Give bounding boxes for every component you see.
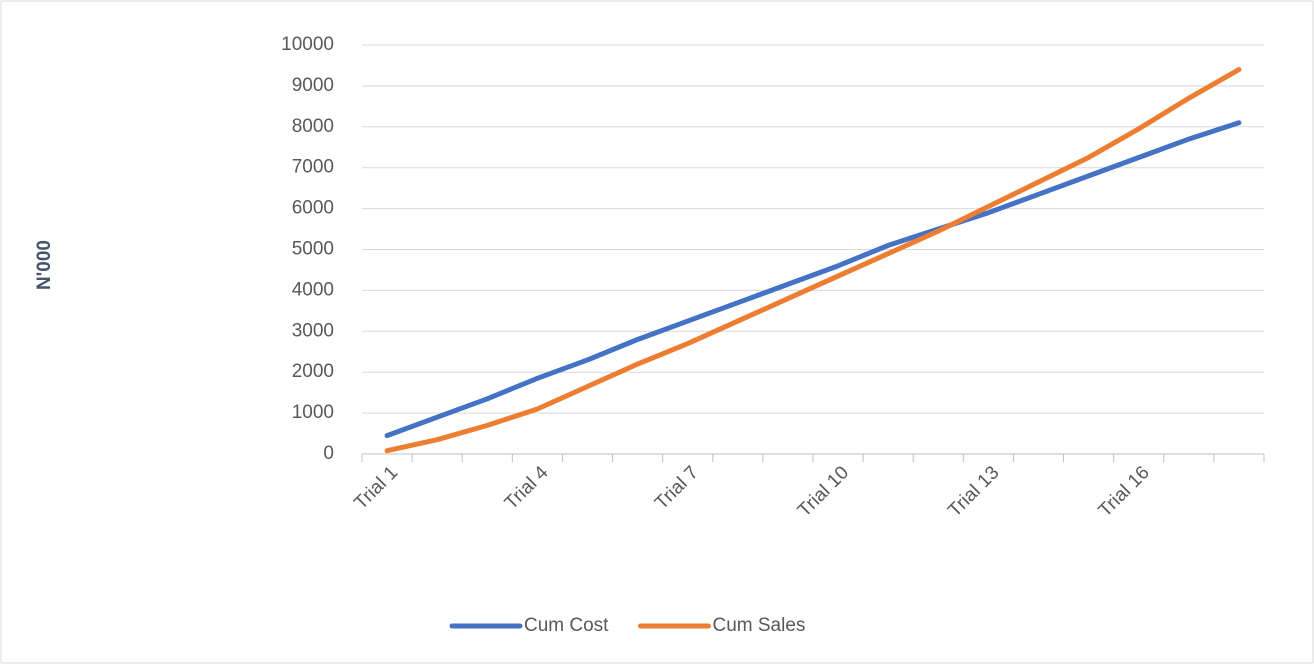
y-tick-label: 7000	[292, 157, 334, 178]
legend-label: Cum Sales	[712, 615, 805, 636]
y-axis-label: N'000	[34, 240, 55, 290]
y-tick-label: 0	[323, 443, 334, 464]
y-tick-label: 4000	[292, 279, 334, 300]
y-tick-label: 8000	[292, 116, 334, 137]
y-tick-label: 2000	[292, 361, 334, 382]
y-tick-label: 5000	[292, 239, 334, 260]
y-tick-label: 3000	[292, 320, 334, 341]
y-tick-label: 10000	[281, 34, 334, 55]
legend-label: Cum Cost	[524, 615, 609, 636]
series-line	[384, 120, 1242, 439]
y-tick-label: 1000	[292, 402, 334, 423]
y-tick-label: 9000	[292, 75, 334, 96]
series-line	[384, 67, 1242, 454]
y-tick-label: 6000	[292, 198, 334, 219]
